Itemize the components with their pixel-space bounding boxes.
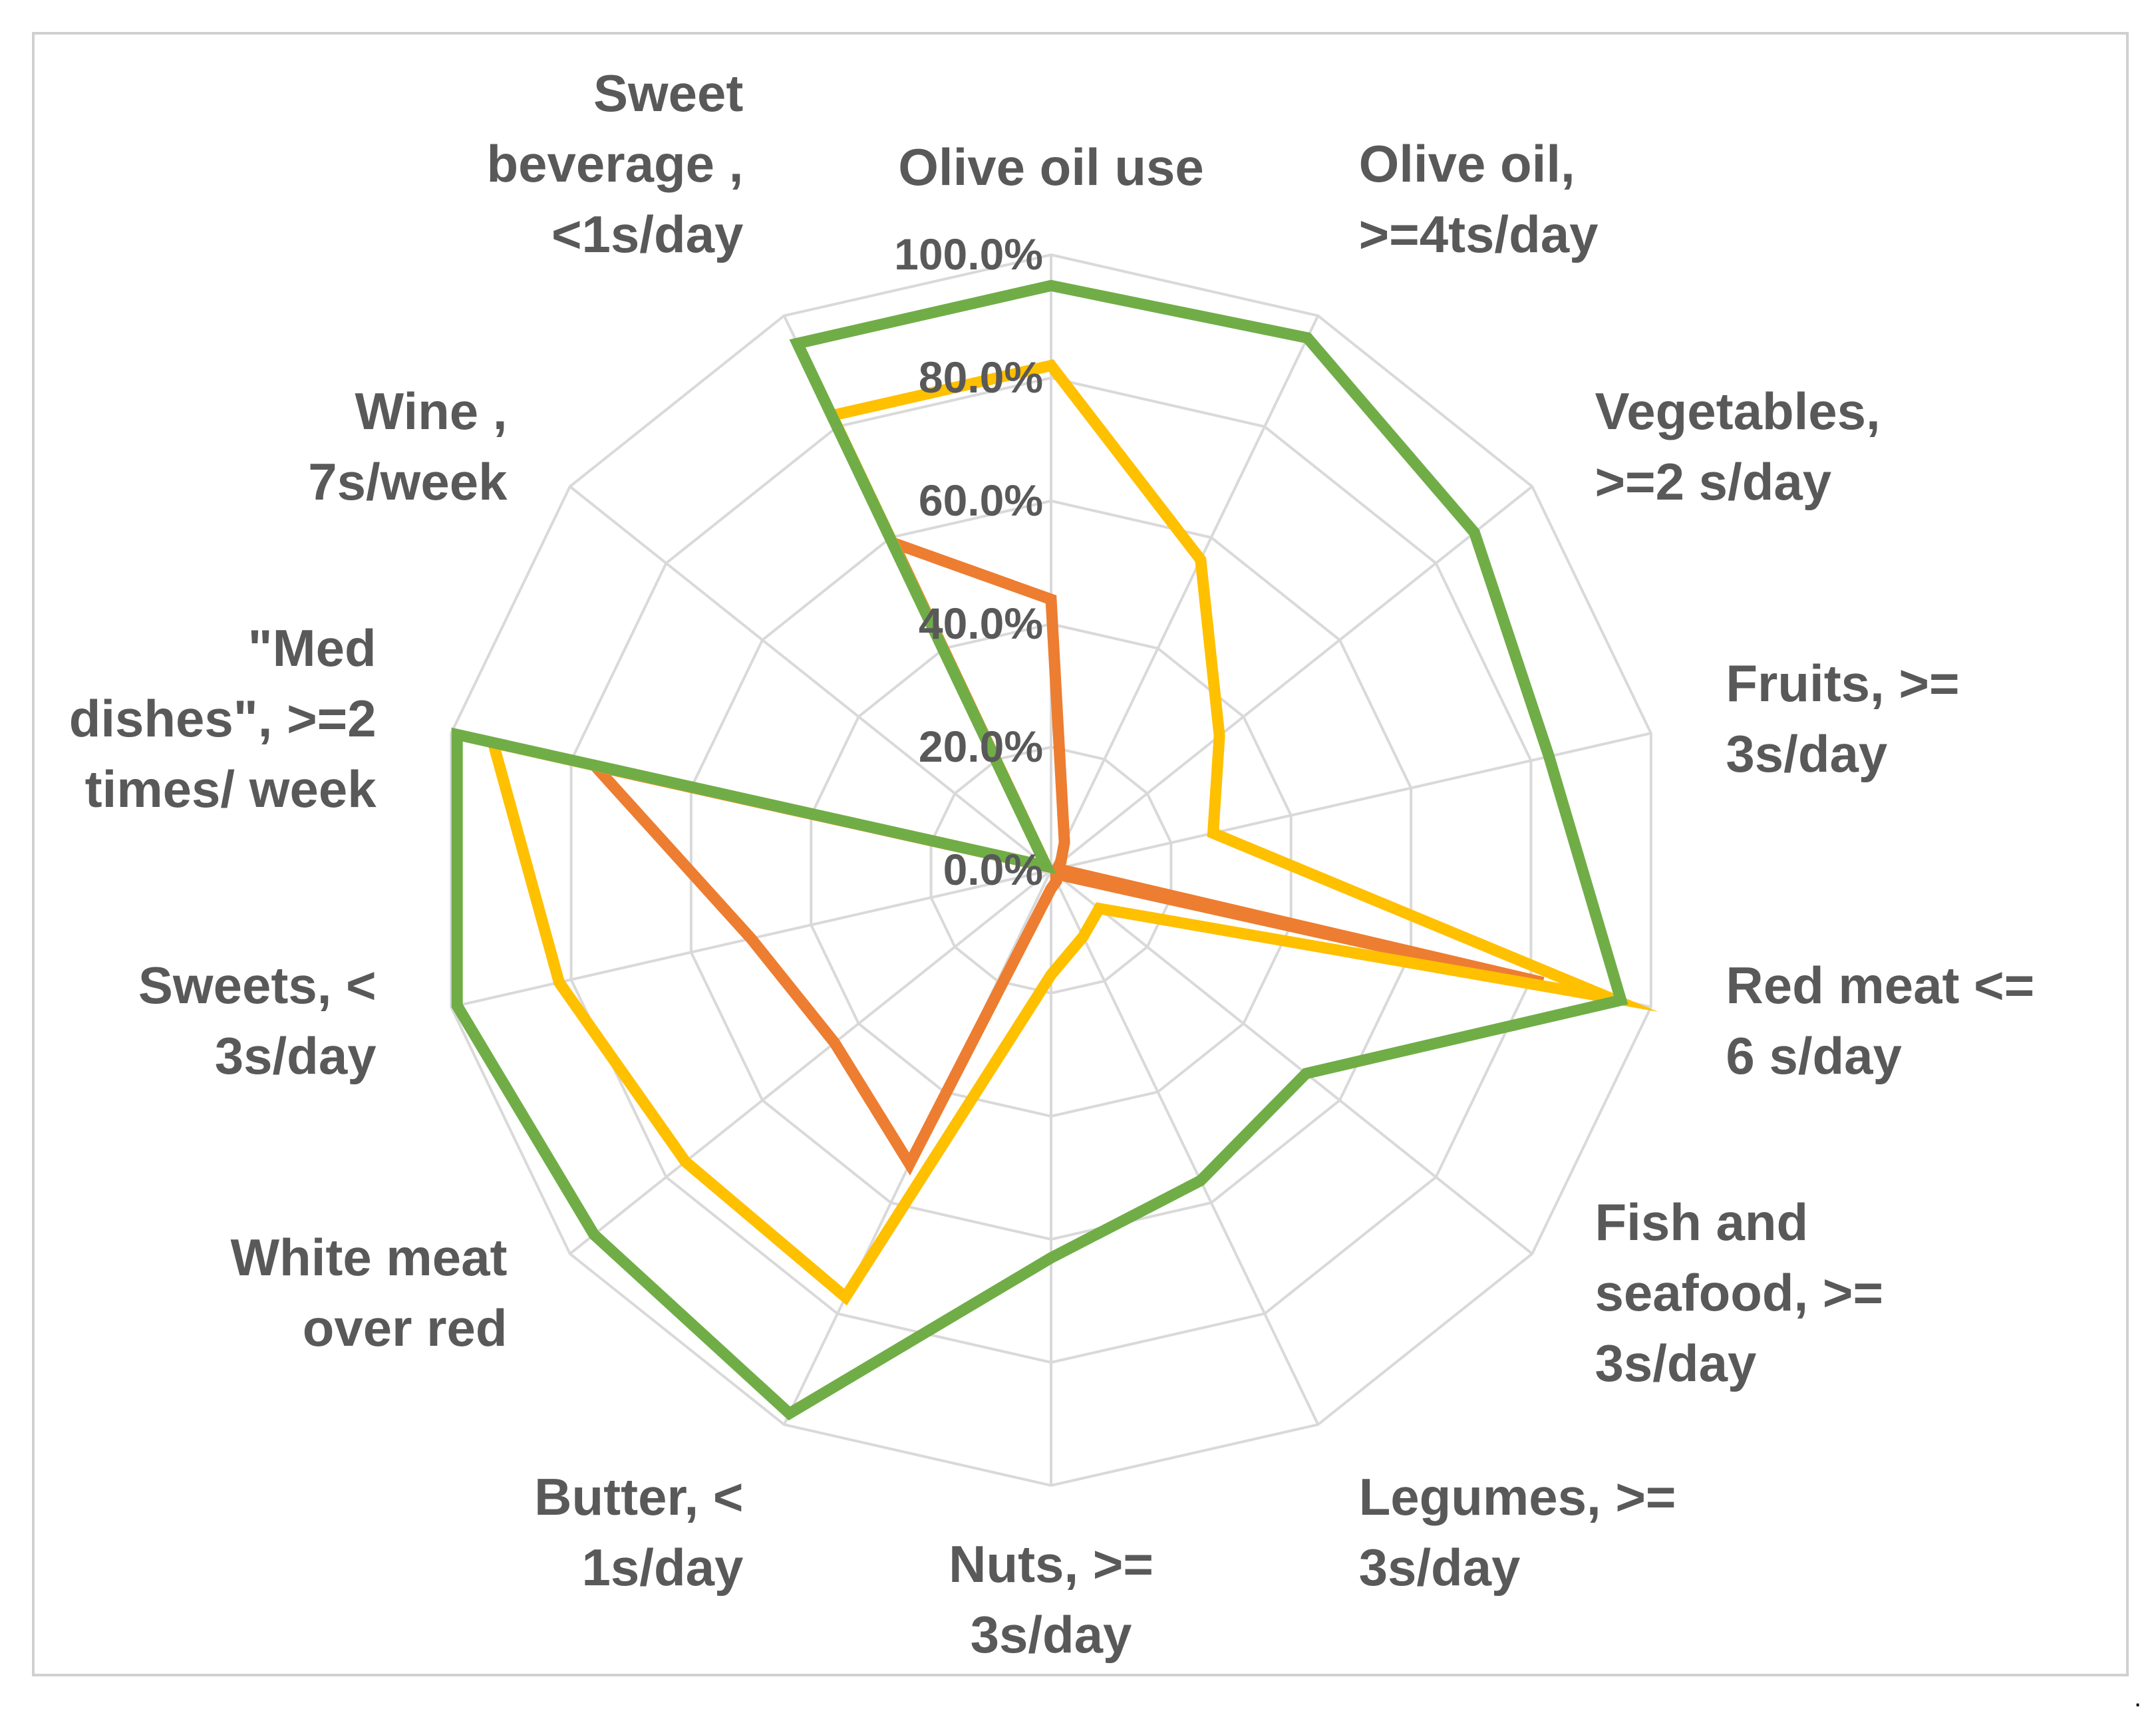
radar-tick-labels: 0.0% 20.0% 40.0% 60.0% 80.0% 100.0% [894, 230, 1043, 894]
category-label-3-line-1: 3s/day [1726, 724, 1887, 783]
category-label-6-line-1: 3s/day [1359, 1538, 1521, 1597]
category-label-13-line-2: <1s/day [551, 205, 743, 263]
category-label-10-line-0: Sweets, < [138, 956, 377, 1014]
category-label-12-line-0: Wine , [355, 382, 508, 440]
grid-spoke-2 [1050, 485, 1533, 871]
grid-spoke-6 [1050, 869, 1320, 1426]
radar-series [451, 279, 1658, 1421]
category-label-10: Sweets, < 3s/day [138, 956, 377, 1085]
series-line-0 [579, 533, 1545, 1175]
category-label-7: Nuts, >= 3s/day [949, 1535, 1154, 1664]
category-label-12-line-1: 7s/week [308, 452, 508, 511]
category-label-7-line-1: 3s/day [971, 1605, 1132, 1664]
category-label-1: Olive oil, >=4ts/day [1359, 134, 1599, 263]
category-label-7-line-0: Nuts, >= [949, 1535, 1154, 1593]
category-label-2: Vegetables, >=2 s/day [1595, 382, 1881, 511]
category-label-0-line-0: Olive oil use [898, 138, 1204, 196]
category-label-9: White meat over red [230, 1228, 507, 1357]
category-label-12: Wine , 7s/week [308, 382, 508, 511]
category-label-6: Legumes, >= 3s/day [1359, 1468, 1676, 1597]
tick-label-3: 60.0% [919, 476, 1043, 525]
grid-spoke-9 [569, 869, 1052, 1255]
category-label-0: Olive oil use [898, 138, 1204, 196]
category-label-11: "Med dishes", >=2 times/ week [69, 619, 377, 818]
category-label-3: Fruits, >= 3s/day [1726, 654, 1959, 783]
radar-category-labels: Olive oil use Olive oil, >=4ts/day Vegetabl… [69, 64, 2035, 1664]
category-label-2-line-0: Vegetables, [1595, 382, 1881, 440]
tick-label-5: 100.0% [894, 230, 1043, 279]
series-line-2 [451, 279, 1628, 1421]
category-label-13-line-1: beverage , [487, 134, 744, 193]
grid-spoke-1 [1050, 315, 1320, 871]
category-label-9-line-1: over red [303, 1299, 508, 1357]
tick-label-2: 40.0% [919, 599, 1043, 648]
category-label-1-line-0: Olive oil, [1359, 134, 1575, 193]
category-label-6-line-0: Legumes, >= [1359, 1468, 1676, 1526]
category-label-4: Red meat <= 6 s/day [1726, 956, 2034, 1085]
category-label-5-line-0: Fish and [1595, 1193, 1809, 1251]
category-label-5-line-1: seafood, >= [1595, 1263, 1884, 1322]
category-label-5-line-2: 3s/day [1595, 1334, 1757, 1392]
radar-chart: 0.0% 20.0% 40.0% 60.0% 80.0% 100.0% Olive oil… [69, 64, 2035, 1664]
chart-frame: 0.0% 20.0% 40.0% 60.0% 80.0% 100.0% Olive oil… [32, 32, 2129, 1676]
category-label-4-line-1: 6 s/day [1726, 1026, 1902, 1085]
category-label-13: Sweet beverage , <1s/day [487, 64, 744, 263]
category-label-13-line-0: Sweet [593, 64, 743, 122]
tick-label-4: 80.0% [919, 353, 1043, 402]
tick-label-1: 20.0% [919, 722, 1043, 771]
grid-spoke-12 [569, 485, 1052, 871]
category-label-11-line-0: "Med [248, 619, 377, 677]
grid-spoke-5 [1050, 869, 1533, 1255]
category-label-9-line-0: White meat [230, 1228, 507, 1287]
category-label-8-line-1: 1s/day [582, 1538, 744, 1597]
category-label-8-line-0: Butter, < [534, 1468, 743, 1526]
category-label-4-line-0: Red meat <= [1726, 956, 2034, 1014]
category-label-2-line-1: >=2 s/day [1595, 452, 1832, 511]
tick-label-0: 0.0% [943, 845, 1043, 894]
category-label-10-line-1: 3s/day [215, 1026, 377, 1085]
category-label-11-line-2: times/ week [85, 760, 377, 818]
category-label-1-line-1: >=4ts/day [1359, 205, 1599, 263]
category-label-3-line-0: Fruits, >= [1726, 654, 1959, 712]
category-label-11-line-1: dishes", >=2 [69, 689, 377, 748]
trailing-mark: . [2134, 1683, 2142, 1712]
category-label-5: Fish and seafood, >= 3s/day [1595, 1193, 1884, 1392]
category-label-8: Butter, < 1s/day [534, 1468, 743, 1597]
